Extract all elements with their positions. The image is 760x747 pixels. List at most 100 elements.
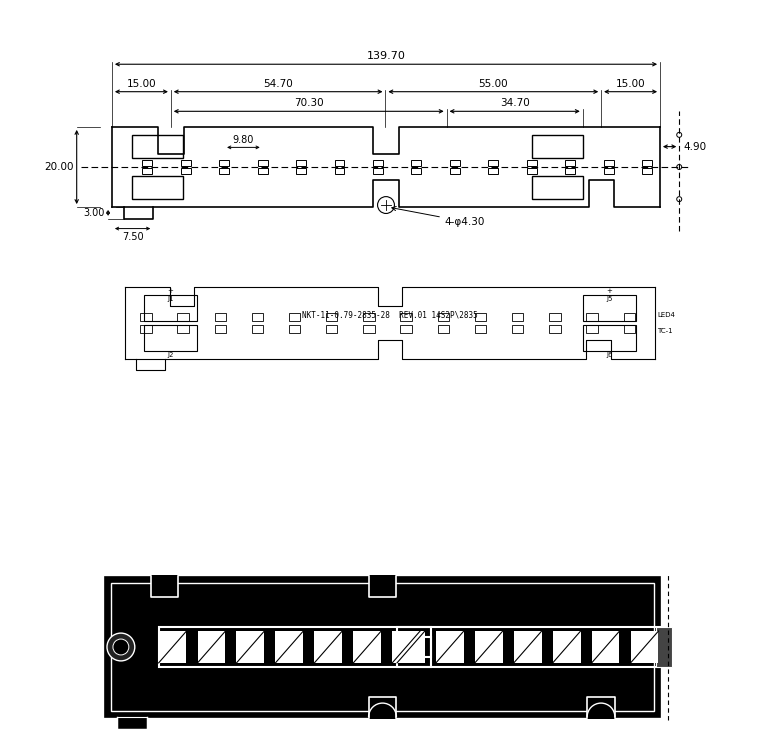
Bar: [475, 631, 502, 663]
Bar: [450, 168, 460, 175]
Text: 3.00: 3.00: [84, 208, 105, 218]
Bar: [214, 313, 226, 321]
Bar: [252, 313, 263, 321]
Bar: [159, 631, 186, 663]
Bar: [549, 325, 561, 333]
Bar: [142, 160, 152, 166]
Bar: [583, 294, 636, 321]
Text: 54.70: 54.70: [263, 78, 293, 89]
Text: J6: J6: [606, 353, 613, 359]
Text: 70.30: 70.30: [294, 99, 324, 108]
Bar: [586, 313, 597, 321]
Bar: [397, 631, 425, 663]
Bar: [583, 325, 636, 351]
Bar: [512, 325, 524, 333]
Text: NKT-11-0.79-2835-28  REV.01 14S2P\2835: NKT-11-0.79-2835-28 REV.01 14S2P\2835: [302, 310, 478, 319]
Bar: [489, 160, 499, 166]
Bar: [236, 631, 264, 663]
Bar: [373, 168, 383, 175]
Bar: [401, 325, 412, 333]
Bar: [603, 160, 613, 166]
Text: TC-1: TC-1: [657, 328, 673, 334]
Text: J5: J5: [606, 296, 613, 302]
Bar: [401, 313, 412, 321]
Bar: [586, 325, 597, 333]
Bar: [334, 168, 344, 175]
Bar: [296, 160, 306, 166]
Bar: [140, 325, 151, 333]
Bar: [642, 168, 652, 175]
Bar: [131, 176, 182, 199]
Text: 9.80: 9.80: [233, 135, 254, 146]
Bar: [275, 631, 303, 663]
Bar: [438, 325, 449, 333]
Bar: [334, 160, 344, 166]
Bar: [603, 168, 613, 175]
Bar: [656, 627, 672, 667]
Text: 20.00: 20.00: [44, 162, 74, 172]
Text: 4-φ4.30: 4-φ4.30: [392, 206, 485, 226]
Bar: [353, 631, 381, 663]
Bar: [252, 325, 263, 333]
Circle shape: [113, 639, 129, 655]
Text: 4.90: 4.90: [683, 142, 706, 152]
Bar: [489, 168, 499, 175]
Bar: [565, 168, 575, 175]
Bar: [553, 631, 581, 663]
Bar: [392, 631, 420, 663]
Bar: [214, 325, 226, 333]
Bar: [438, 313, 449, 321]
Bar: [397, 637, 431, 657]
Bar: [315, 631, 342, 663]
Bar: [258, 168, 268, 175]
Bar: [532, 176, 583, 199]
Bar: [549, 313, 561, 321]
Bar: [397, 627, 670, 667]
Bar: [105, 577, 660, 717]
Bar: [565, 160, 575, 166]
Bar: [117, 717, 147, 729]
Bar: [289, 325, 300, 333]
Bar: [289, 313, 300, 321]
Circle shape: [107, 633, 135, 661]
Bar: [623, 325, 635, 333]
Bar: [159, 627, 431, 667]
Bar: [532, 135, 583, 158]
Bar: [363, 313, 375, 321]
Bar: [140, 313, 151, 321]
Bar: [623, 313, 635, 321]
Bar: [198, 631, 226, 663]
Text: 34.70: 34.70: [500, 99, 530, 108]
Bar: [220, 168, 229, 175]
Text: 7.50: 7.50: [122, 232, 144, 241]
Bar: [512, 313, 524, 321]
Bar: [369, 575, 397, 597]
Bar: [527, 168, 537, 175]
Bar: [131, 135, 182, 158]
Text: +: +: [606, 288, 613, 294]
Bar: [527, 160, 537, 166]
Bar: [144, 325, 197, 351]
Bar: [450, 160, 460, 166]
Bar: [475, 325, 486, 333]
Bar: [373, 160, 383, 166]
Text: LED4: LED4: [657, 312, 675, 318]
Text: 15.00: 15.00: [127, 78, 157, 89]
Bar: [326, 325, 337, 333]
Bar: [436, 631, 464, 663]
Bar: [411, 160, 421, 166]
Bar: [181, 168, 191, 175]
Bar: [144, 294, 197, 321]
Bar: [296, 168, 306, 175]
Bar: [587, 697, 615, 719]
Bar: [111, 583, 654, 711]
Text: 139.70: 139.70: [366, 52, 405, 61]
Bar: [411, 168, 421, 175]
Text: +: +: [168, 288, 173, 294]
Bar: [631, 631, 658, 663]
Bar: [475, 313, 486, 321]
Bar: [181, 160, 191, 166]
Bar: [592, 631, 619, 663]
Bar: [326, 313, 337, 321]
Bar: [142, 168, 152, 175]
